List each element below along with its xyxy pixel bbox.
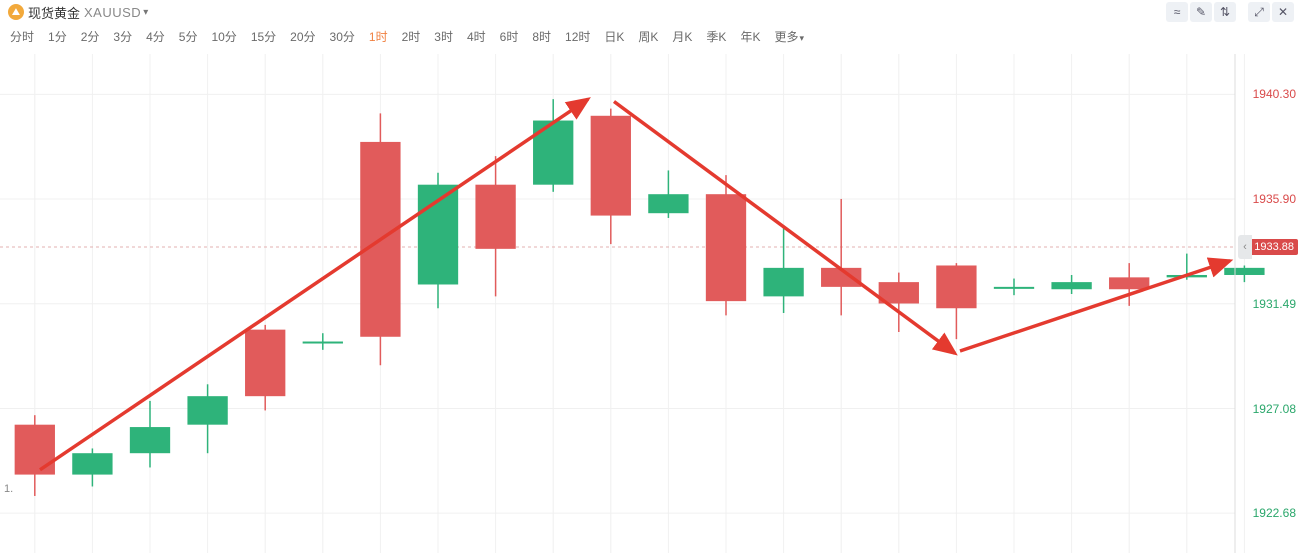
chart-header: ⛰ 现货黄金 XAUUSD ▾ [0, 0, 1300, 24]
candle [1224, 268, 1264, 275]
trend-arrow [614, 102, 955, 354]
instrument-title[interactable]: 现货黄金 [28, 3, 80, 22]
candle [187, 396, 227, 425]
candle [706, 194, 746, 301]
y-axis-label: 1940.30 [1251, 87, 1296, 101]
timeframe-tab[interactable]: 1分 [48, 28, 67, 45]
candle [1109, 277, 1149, 289]
chart-toolbar: ≈✎⇅ ⤢✕ [1166, 2, 1294, 22]
timeframe-tab[interactable]: 3分 [113, 28, 132, 45]
candle [591, 116, 631, 216]
current-price-tag: 1933.88 [1250, 239, 1298, 255]
trend-arrow [40, 99, 588, 470]
candle [1051, 282, 1091, 289]
close-icon[interactable]: ✕ [1272, 2, 1294, 22]
expand-icon[interactable]: ⤢ [1248, 2, 1270, 22]
timeframe-tab[interactable]: 30分 [330, 28, 355, 45]
timeframe-tab[interactable]: 4时 [467, 28, 486, 45]
draw-icon[interactable]: ✎ [1190, 2, 1212, 22]
instrument-caret-icon[interactable]: ▾ [143, 7, 148, 18]
timeframe-tab[interactable]: 分时 [10, 28, 34, 45]
timeframe-tab[interactable]: 20分 [290, 28, 315, 45]
timeframe-tab[interactable]: 3时 [434, 28, 453, 45]
candle [72, 453, 112, 474]
timeframe-tab[interactable]: 周K [638, 28, 658, 45]
chart-area[interactable]: 1940.30 1935.90 1931.49 1927.08 1922.68 1933.… [0, 54, 1300, 553]
chart-footer-label: 1. [4, 483, 13, 495]
timeframe-tab[interactable]: 月K [672, 28, 692, 45]
candle [936, 265, 976, 308]
timeframe-tab[interactable]: 8时 [532, 28, 551, 45]
timeframe-more[interactable]: 更多▾ [774, 28, 804, 45]
candle [994, 287, 1034, 289]
candle [475, 185, 515, 249]
candle [15, 425, 55, 475]
y-axis-label: 1927.08 [1251, 402, 1296, 416]
instrument-icon: ⛰ [8, 4, 24, 20]
candle [648, 194, 688, 213]
instrument-symbol[interactable]: XAUUSD [84, 5, 141, 20]
timeframe-tab[interactable]: 5分 [179, 28, 198, 45]
candle [763, 268, 803, 297]
y-axis-label: 1922.68 [1251, 506, 1296, 520]
timeframe-tab[interactable]: 4分 [146, 28, 165, 45]
line-chart-icon[interactable]: ≈ [1166, 2, 1188, 22]
candle-icon[interactable]: ⇅ [1214, 2, 1236, 22]
price-handle-icon[interactable]: ‹ [1238, 235, 1252, 259]
y-axis-label: 1931.49 [1251, 297, 1296, 311]
timeframe-tab[interactable]: 2分 [81, 28, 100, 45]
candle [130, 427, 170, 453]
timeframe-tab[interactable]: 1时 [369, 28, 388, 45]
y-axis-label: 1935.90 [1251, 192, 1296, 206]
timeframe-tab[interactable]: 季K [706, 28, 726, 45]
candle [303, 342, 343, 344]
timeframe-tab[interactable]: 12时 [565, 28, 590, 45]
timeframe-tab[interactable]: 年K [740, 28, 760, 45]
timeframe-tab[interactable]: 6时 [500, 28, 519, 45]
trend-arrow [960, 261, 1230, 351]
candle [245, 330, 285, 397]
timeframe-tab[interactable]: 10分 [211, 28, 236, 45]
timeframe-tab[interactable]: 日K [604, 28, 624, 45]
timeframe-tab[interactable]: 15分 [251, 28, 276, 45]
timeframe-tabs: 分时 1分 2分 3分 4分 5分 10分 15分 20分 30分 1时 2时 3时 4时 6时 8时 12时日… [0, 24, 1300, 51]
timeframe-tab[interactable]: 2时 [402, 28, 421, 45]
